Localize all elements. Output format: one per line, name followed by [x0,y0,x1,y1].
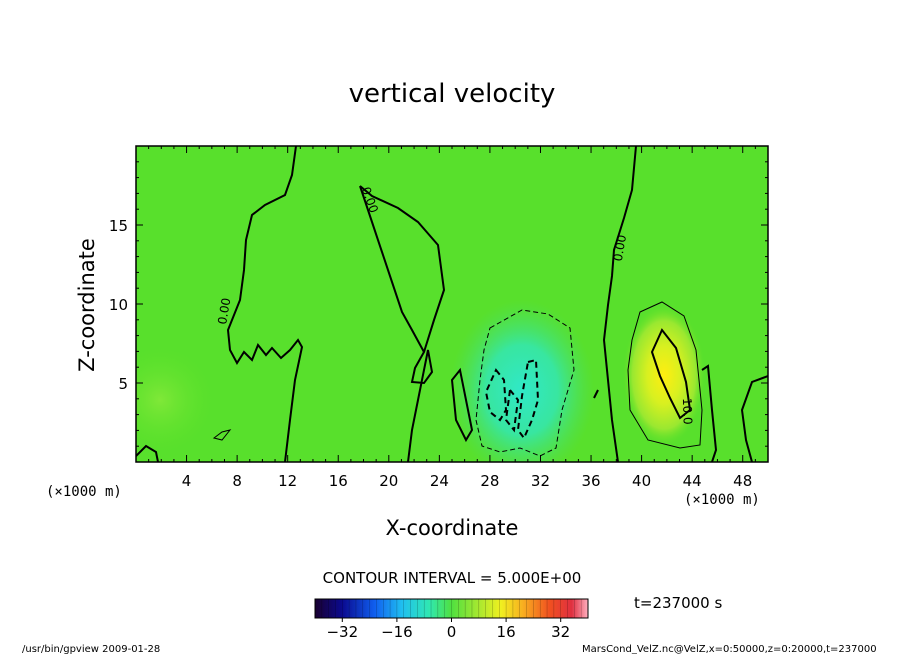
contour-interval: CONTOUR INTERVAL = 5.000E+00 [323,569,582,587]
y-tick-label: 10 [109,296,128,314]
contour-right-edge [701,364,718,462]
time-label: t=237000 s [634,594,722,612]
y-tick-label: 5 [118,375,128,393]
contour-label: 0.00 [611,234,629,263]
light-region-left [136,340,220,460]
colorbar-tick-label: 16 [497,623,516,641]
colorbar-tick-label: 0 [447,623,457,641]
zero-contour-right [602,146,637,462]
x-tick-label: 40 [632,472,651,490]
contour-lines [136,146,768,462]
x-tick-label: 12 [278,472,297,490]
contour-left-bottom [136,444,159,462]
y-tick-label: 15 [109,217,128,235]
x-tick-label: 20 [379,472,398,490]
contour-low-center [593,389,599,399]
downdraft-core-3 [504,387,520,433]
x-tick-label: 28 [480,472,499,490]
contour-far-right [740,375,768,462]
x-tick-label: 8 [232,472,242,490]
x-tick-label: 16 [329,472,348,490]
updraft-contour-10 [650,328,692,420]
updraft-contour-5 [627,301,703,449]
footer-program: /usr/bin/gpview 2009-01-28 [22,644,160,654]
colorbar-tick-label: −32 [326,623,358,641]
colorbar-tick-label: 32 [551,623,570,641]
x-tick-label: 36 [581,472,600,490]
downdraft-core-1 [484,368,508,422]
contour-dip-low [450,367,474,443]
downdraft-core-2 [516,358,540,440]
thin-contours [212,301,703,449]
colorbar-ticks: −32 −16 0 16 32 [321,599,582,641]
x-tick-label: 4 [182,472,192,490]
y-axis-ticks: 5 10 15 [109,161,768,447]
footer-source: MarsCond_VelZ.nc@VelZ,x=0:50000,z=0:2000… [582,644,877,654]
y-axis-label: Z-coordinate [75,238,99,372]
x-axis-label: X-coordinate [386,516,519,540]
small-loop [212,429,232,441]
contour-label: 10.0 [680,398,695,425]
x-tick-label: 44 [683,472,702,490]
dashed-contours-thick [484,358,540,440]
x-tick-label: 24 [430,472,449,490]
zero-contour-left [226,146,304,462]
updraft-region [622,303,706,447]
colorbar-tick-label: −16 [381,623,413,641]
contour-label: 0.00 [215,297,233,326]
x-tick-label: 48 [733,472,752,490]
x-unit-left: (×1000 m) [46,484,122,500]
downdraft-region [450,300,594,462]
chart-title: vertical velocity [349,79,556,109]
x-unit-right: (×1000 m) [684,492,760,508]
zero-contour-mid [359,185,446,462]
x-tick-label: 32 [531,472,550,490]
x-axis-ticks: 4 8 12 16 20 24 28 32 36 40 44 48 [148,146,756,490]
zero-contour-loop [359,185,425,353]
